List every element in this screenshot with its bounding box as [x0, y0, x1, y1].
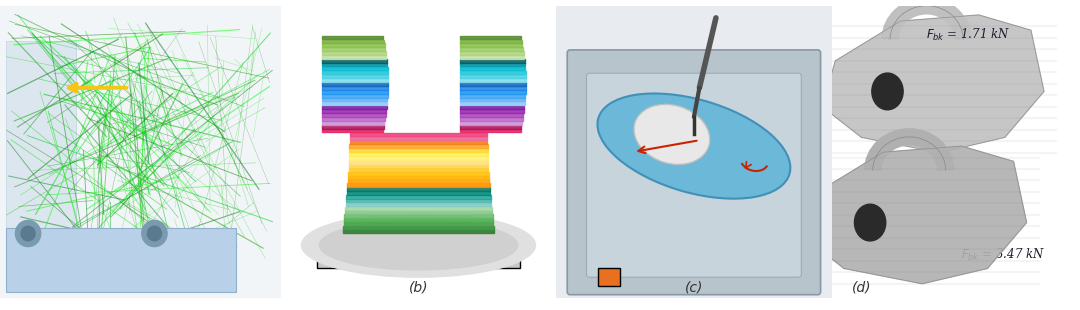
Polygon shape — [322, 59, 387, 63]
Polygon shape — [460, 40, 522, 43]
Ellipse shape — [301, 213, 536, 277]
Polygon shape — [460, 106, 525, 109]
Polygon shape — [460, 98, 525, 101]
Polygon shape — [460, 86, 526, 90]
Circle shape — [147, 226, 162, 241]
Polygon shape — [460, 78, 526, 82]
Polygon shape — [460, 117, 523, 121]
Polygon shape — [460, 55, 524, 59]
Ellipse shape — [320, 220, 517, 270]
FancyBboxPatch shape — [567, 50, 821, 295]
Polygon shape — [348, 179, 489, 183]
Polygon shape — [460, 36, 521, 39]
Polygon shape — [342, 230, 495, 233]
Polygon shape — [460, 43, 523, 47]
Text: $F_{bk}$ = 1.71 kN: $F_{bk}$ = 1.71 kN — [926, 27, 1010, 43]
Polygon shape — [350, 140, 487, 144]
FancyBboxPatch shape — [586, 73, 801, 277]
FancyBboxPatch shape — [597, 268, 620, 286]
Polygon shape — [347, 187, 490, 191]
Polygon shape — [322, 117, 384, 121]
Polygon shape — [322, 36, 383, 39]
Polygon shape — [322, 47, 386, 51]
Polygon shape — [322, 106, 387, 109]
Polygon shape — [348, 175, 489, 179]
Polygon shape — [350, 137, 487, 140]
Text: (c): (c) — [685, 281, 703, 295]
FancyBboxPatch shape — [5, 228, 235, 292]
Circle shape — [22, 226, 35, 241]
Polygon shape — [322, 90, 388, 94]
Polygon shape — [322, 71, 388, 74]
Circle shape — [854, 204, 886, 241]
Polygon shape — [349, 156, 488, 160]
Polygon shape — [460, 59, 525, 63]
Circle shape — [15, 220, 41, 247]
Polygon shape — [346, 203, 491, 206]
Polygon shape — [348, 172, 489, 175]
Polygon shape — [350, 148, 487, 152]
Polygon shape — [460, 63, 525, 66]
Polygon shape — [460, 90, 526, 94]
Ellipse shape — [597, 94, 791, 199]
Polygon shape — [350, 133, 487, 136]
Polygon shape — [347, 191, 490, 195]
Polygon shape — [460, 129, 521, 132]
Polygon shape — [322, 94, 388, 98]
Polygon shape — [322, 86, 388, 90]
Text: (b): (b) — [408, 281, 429, 295]
FancyBboxPatch shape — [316, 239, 521, 268]
Polygon shape — [348, 183, 489, 187]
Circle shape — [141, 220, 167, 247]
Polygon shape — [345, 218, 492, 222]
Polygon shape — [349, 152, 488, 156]
Polygon shape — [350, 144, 487, 148]
Polygon shape — [322, 113, 386, 117]
Polygon shape — [322, 51, 386, 55]
Polygon shape — [346, 206, 491, 210]
Polygon shape — [460, 67, 525, 70]
Polygon shape — [460, 51, 524, 55]
Polygon shape — [347, 195, 490, 198]
Polygon shape — [460, 71, 526, 74]
Polygon shape — [822, 15, 1044, 153]
Polygon shape — [322, 40, 384, 43]
Polygon shape — [322, 82, 388, 86]
Polygon shape — [345, 210, 492, 214]
Polygon shape — [322, 129, 383, 132]
Polygon shape — [460, 102, 525, 105]
Polygon shape — [322, 78, 388, 82]
Polygon shape — [460, 109, 524, 113]
Polygon shape — [460, 82, 526, 86]
Polygon shape — [322, 109, 387, 113]
Polygon shape — [460, 113, 524, 117]
Polygon shape — [349, 160, 488, 164]
Polygon shape — [322, 102, 387, 105]
Polygon shape — [322, 55, 387, 59]
Polygon shape — [343, 226, 494, 230]
Polygon shape — [460, 47, 523, 51]
Ellipse shape — [634, 104, 710, 165]
Circle shape — [872, 73, 903, 110]
Polygon shape — [322, 121, 384, 125]
Polygon shape — [460, 94, 526, 98]
Polygon shape — [349, 164, 488, 167]
Polygon shape — [322, 43, 384, 47]
Polygon shape — [346, 199, 491, 202]
Polygon shape — [460, 121, 522, 125]
Polygon shape — [343, 222, 494, 226]
Text: $F_{bk}$ = 3.47 kN: $F_{bk}$ = 3.47 kN — [961, 246, 1044, 263]
Polygon shape — [460, 125, 522, 129]
Polygon shape — [322, 98, 388, 101]
Polygon shape — [322, 74, 388, 78]
Text: (d): (d) — [851, 281, 870, 295]
Polygon shape — [322, 67, 388, 70]
Polygon shape — [349, 168, 488, 171]
Polygon shape — [460, 74, 526, 78]
Polygon shape — [345, 215, 492, 218]
Polygon shape — [322, 125, 383, 129]
Polygon shape — [805, 146, 1027, 284]
Polygon shape — [322, 63, 388, 66]
FancyBboxPatch shape — [5, 41, 76, 245]
